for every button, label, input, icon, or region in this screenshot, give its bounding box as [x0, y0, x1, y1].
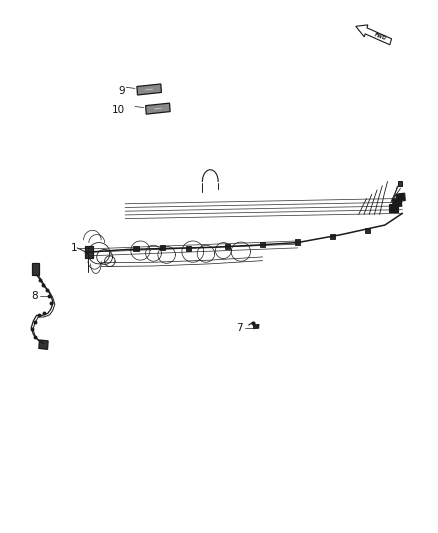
- Bar: [330, 234, 335, 239]
- Bar: [295, 239, 300, 245]
- Bar: [225, 244, 230, 249]
- Bar: [253, 325, 259, 329]
- Bar: [186, 246, 191, 251]
- Bar: [398, 181, 403, 185]
- Bar: [32, 263, 39, 275]
- Bar: [365, 228, 370, 233]
- Text: 7: 7: [237, 322, 243, 333]
- Text: 8: 8: [31, 290, 38, 301]
- Text: 9: 9: [119, 86, 125, 96]
- Text: 1: 1: [71, 243, 77, 253]
- Polygon shape: [356, 25, 392, 45]
- Bar: [134, 246, 139, 251]
- Bar: [392, 199, 402, 207]
- Bar: [85, 246, 93, 258]
- Text: FWD: FWD: [374, 33, 387, 42]
- Bar: [159, 245, 165, 250]
- Bar: [145, 103, 170, 114]
- Bar: [389, 204, 398, 212]
- Text: 10: 10: [112, 104, 125, 115]
- Bar: [39, 340, 48, 349]
- Bar: [396, 193, 405, 201]
- Bar: [137, 84, 162, 95]
- Bar: [260, 241, 265, 247]
